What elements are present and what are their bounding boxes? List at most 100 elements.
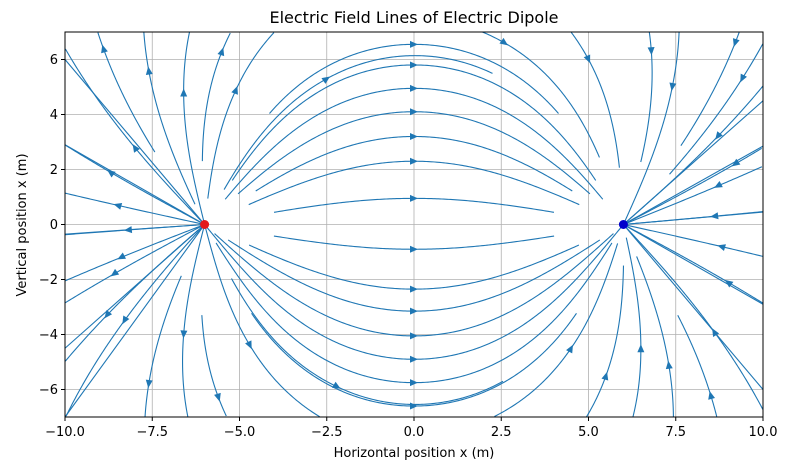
charge-positive bbox=[200, 220, 210, 229]
field-arrow bbox=[132, 144, 140, 153]
field-line bbox=[624, 32, 680, 221]
y-tick-label: 0 bbox=[50, 218, 58, 233]
grid-lines bbox=[64, 32, 764, 417]
field-arrow bbox=[583, 54, 591, 64]
y-tick-label: −2 bbox=[39, 273, 58, 288]
field-line bbox=[144, 275, 182, 417]
y-tick-label: 2 bbox=[50, 163, 58, 178]
field-line bbox=[183, 32, 205, 224]
field-arrow bbox=[122, 315, 130, 325]
field-line bbox=[624, 224, 764, 304]
field-line bbox=[623, 100, 764, 225]
field-line bbox=[143, 32, 196, 205]
x-tick-label: −10.0 bbox=[45, 425, 85, 440]
x-tick-label: −5.0 bbox=[224, 425, 256, 440]
field-arrow bbox=[732, 38, 740, 47]
x-tick-label: 5.0 bbox=[578, 425, 599, 440]
field-arrow bbox=[410, 157, 418, 165]
field-arrow bbox=[180, 88, 188, 97]
field-arrow bbox=[117, 252, 126, 260]
field-arrow bbox=[410, 61, 418, 69]
field-arrow bbox=[410, 133, 418, 140]
field-arrow bbox=[217, 47, 225, 57]
field-arrow bbox=[214, 392, 221, 402]
field-arrow bbox=[410, 194, 418, 202]
y-tick-label: 4 bbox=[50, 108, 58, 123]
x-tick-label: 0.0 bbox=[404, 425, 425, 440]
field-arrow bbox=[410, 84, 418, 92]
field-line bbox=[65, 224, 204, 282]
field-arrow bbox=[410, 332, 418, 340]
field-arrow bbox=[410, 40, 418, 48]
field-line bbox=[64, 223, 205, 235]
field-line bbox=[669, 43, 764, 175]
field-line bbox=[624, 147, 762, 225]
field-line bbox=[64, 224, 206, 418]
field-arrow bbox=[637, 344, 645, 353]
field-line bbox=[623, 85, 764, 225]
field-line bbox=[482, 31, 600, 158]
field-arrow bbox=[410, 307, 418, 315]
field-line bbox=[494, 243, 619, 417]
field-line bbox=[623, 224, 764, 305]
x-tick-label: −2.5 bbox=[311, 425, 343, 440]
chart-title: Electric Field Lines of Electric Dipole bbox=[269, 8, 558, 27]
field-line bbox=[64, 229, 199, 362]
y-axis-title: Vertical position x (m) bbox=[15, 153, 30, 296]
x-tick-label: 10.0 bbox=[749, 425, 778, 440]
y-axis-ticks: 6 4 2 0 −2 −4 −6 bbox=[39, 53, 65, 398]
field-arrow bbox=[410, 379, 418, 387]
x-axis-title: Horizontal position x (m) bbox=[334, 446, 495, 461]
field-line bbox=[182, 225, 205, 417]
field-arrow bbox=[321, 76, 331, 84]
field-line bbox=[636, 256, 674, 417]
field-line bbox=[625, 237, 642, 417]
field-arrow bbox=[566, 344, 573, 354]
field-arrow bbox=[101, 44, 108, 54]
field-arrow bbox=[410, 108, 418, 116]
field-line bbox=[64, 225, 202, 304]
charge-negative bbox=[618, 220, 628, 229]
field-line bbox=[204, 225, 320, 418]
field-arrow bbox=[145, 379, 153, 388]
field-arrow bbox=[712, 328, 720, 337]
field-arrow bbox=[410, 245, 418, 253]
field-arrow bbox=[715, 131, 723, 140]
field-line bbox=[65, 225, 205, 417]
field-arrow bbox=[710, 212, 719, 220]
field-line bbox=[65, 145, 204, 225]
field-arrow bbox=[410, 285, 418, 293]
field-lines bbox=[64, 31, 764, 418]
field-line bbox=[624, 166, 763, 225]
field-arrow bbox=[231, 85, 238, 95]
field-line bbox=[64, 48, 205, 224]
field-line bbox=[64, 59, 206, 225]
field-line bbox=[201, 315, 227, 417]
field-line bbox=[623, 145, 764, 225]
field-line bbox=[623, 211, 764, 226]
field-arrow bbox=[669, 82, 677, 91]
x-tick-label: 2.5 bbox=[491, 425, 512, 440]
field-arrow bbox=[714, 181, 723, 188]
y-tick-label: −6 bbox=[39, 383, 58, 398]
field-arrow bbox=[145, 66, 153, 75]
x-tick-label: 7.5 bbox=[665, 425, 686, 440]
x-axis-ticks: −10.0 −7.5 −5.0 −2.5 0.0 2.5 5.0 7.5 10.0 bbox=[45, 417, 777, 440]
field-line bbox=[64, 144, 205, 225]
field-arrow bbox=[180, 330, 188, 339]
field-arrow bbox=[410, 355, 418, 363]
field-arrow bbox=[110, 268, 120, 277]
field-line bbox=[570, 32, 620, 168]
field-line bbox=[680, 32, 740, 147]
field-arrow bbox=[647, 47, 655, 56]
field-line bbox=[677, 315, 718, 417]
y-tick-label: 6 bbox=[50, 53, 58, 68]
field-arrow bbox=[665, 360, 673, 370]
field-line bbox=[207, 32, 275, 199]
y-tick-label: −4 bbox=[39, 328, 58, 343]
field-arrow bbox=[724, 279, 734, 288]
field-arrow bbox=[731, 158, 741, 167]
field-arrow bbox=[601, 371, 609, 381]
field-line bbox=[97, 32, 156, 153]
